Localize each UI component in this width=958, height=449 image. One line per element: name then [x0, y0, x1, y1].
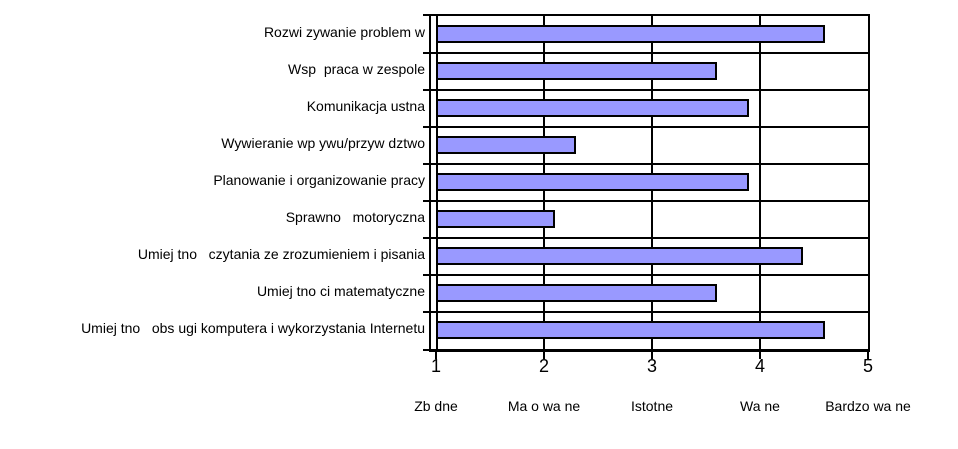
plot-area: [429, 14, 870, 352]
category-label: Umiej tno czytania ze zrozumieniem i pis…: [137, 246, 425, 262]
bar: [436, 173, 749, 191]
row-separator-line: [431, 52, 868, 54]
category-label: Rozwi zywanie problem w: [263, 24, 425, 40]
axis-scale-word: Istotne: [630, 398, 674, 414]
bar: [436, 247, 803, 265]
axis-scale-word: Wa ne: [740, 398, 780, 414]
bar: [436, 62, 717, 80]
axis-tick-label: 1: [430, 356, 442, 376]
bar: [436, 210, 555, 228]
bar: [436, 284, 717, 302]
category-tick: [423, 14, 429, 16]
row-separator-line: [431, 311, 868, 313]
axis-tick: [543, 352, 545, 359]
category-label: Umiej tno obs ugi komputera i wykorzysta…: [81, 320, 425, 336]
category-tick: [423, 200, 429, 202]
axis-tick-label: 3: [646, 356, 658, 376]
category-tick: [423, 163, 429, 165]
category-tick: [423, 349, 429, 351]
category-label: Komunikacja ustna: [306, 98, 425, 114]
bar: [436, 136, 576, 154]
row-separator-line: [431, 163, 868, 165]
category-label: Umiej tno ci matematyczne: [256, 283, 425, 299]
axis-tick-label: 4: [754, 356, 766, 376]
axis-scale-word: Ma o wa ne: [507, 398, 581, 414]
category-label: Wsp praca w zespole: [288, 61, 425, 77]
category-label: Sprawno motoryczna: [285, 209, 425, 225]
row-separator-line: [431, 200, 868, 202]
axis-tick-label: 2: [538, 356, 550, 376]
category-tick: [423, 89, 429, 91]
axis-tick: [651, 352, 653, 359]
row-separator-line: [431, 89, 868, 91]
category-tick: [423, 274, 429, 276]
bar: [436, 99, 749, 117]
axis-scale-word: Zb dne: [414, 398, 458, 414]
category-label: Planowanie i organizowanie pracy: [213, 172, 425, 188]
row-separator-line: [431, 237, 868, 239]
axis-scale-word: Bardzo wa ne: [825, 398, 911, 414]
category-label: Wywieranie wp ywu/przyw dztwo: [221, 135, 425, 151]
bar: [436, 321, 825, 339]
axis-tick-label: 5: [862, 356, 874, 376]
row-separator-line: [431, 274, 868, 276]
axis-tick: [435, 352, 437, 359]
gridline: [759, 16, 761, 349]
category-tick: [423, 52, 429, 54]
bar: [436, 25, 825, 43]
category-tick: [423, 126, 429, 128]
category-tick: [423, 311, 429, 313]
row-separator-line: [431, 126, 868, 128]
axis-tick: [867, 352, 869, 359]
axis-tick: [759, 352, 761, 359]
category-tick: [423, 237, 429, 239]
